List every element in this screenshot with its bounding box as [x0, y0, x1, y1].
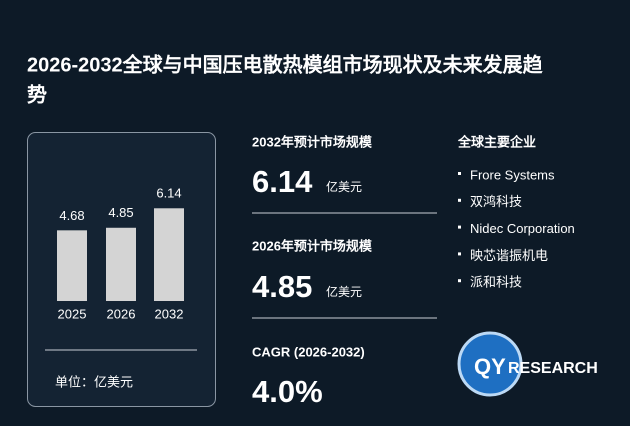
bullet [458, 279, 461, 283]
value-label: 6.14 [156, 186, 181, 201]
bar [106, 227, 136, 301]
stat-value: 4.85 [252, 269, 312, 304]
title: 2026-2032全球与中国压电散热模组市场现状及未来发展趋 势 [27, 52, 544, 106]
company: 双鸿科技 [470, 194, 522, 209]
bar-chart: 4.68 2025 4.85 2026 6.14 2032 [57, 186, 184, 321]
logo: QY RESEARCH [457, 331, 598, 397]
company: Frore Systems [470, 167, 555, 182]
stat-label: 2032年预计市场规模 [252, 134, 373, 149]
bar [154, 208, 184, 301]
stat-label: 2026年预计市场规模 [252, 238, 373, 253]
value-label: 4.85 [108, 205, 133, 220]
stat-unit: 亿美元 [326, 179, 362, 194]
bullet [458, 252, 461, 256]
logo-text: RESEARCH [508, 360, 598, 377]
company: 派和科技 [470, 275, 522, 290]
value-label: 4.68 [59, 208, 84, 223]
bullet [458, 225, 461, 229]
bullet [458, 172, 461, 175]
unit-label: 单位：亿美元 [55, 374, 133, 389]
bullet [458, 198, 461, 202]
stat-value: 6.14 [252, 164, 313, 199]
cagr-value: 4.0% [252, 374, 323, 409]
title-line: 势 [27, 83, 47, 106]
logo-globe [459, 333, 521, 395]
x-tick-label: 2026 [107, 306, 136, 321]
companies-title: 全球主要企业 [457, 134, 536, 149]
logo-ring [457, 331, 523, 397]
company: Nidec Corporation [470, 221, 575, 236]
company: 映芯谐振机电 [470, 248, 548, 263]
bar [57, 230, 87, 301]
x-tick-label: 2032 [155, 306, 184, 321]
x-tick-label: 2025 [58, 306, 87, 321]
cagr-label: CAGR (2026-2032) [252, 344, 365, 359]
stat-unit: 亿美元 [326, 284, 362, 299]
logo-text: QY [474, 354, 506, 379]
companies-list: Frore Systems 双鸿科技 Nidec Corporation 映芯谐振机电… [458, 167, 575, 290]
title-line: 2026-2032全球与中国压电散热模组市场现状及未来发展趋 [27, 52, 544, 76]
